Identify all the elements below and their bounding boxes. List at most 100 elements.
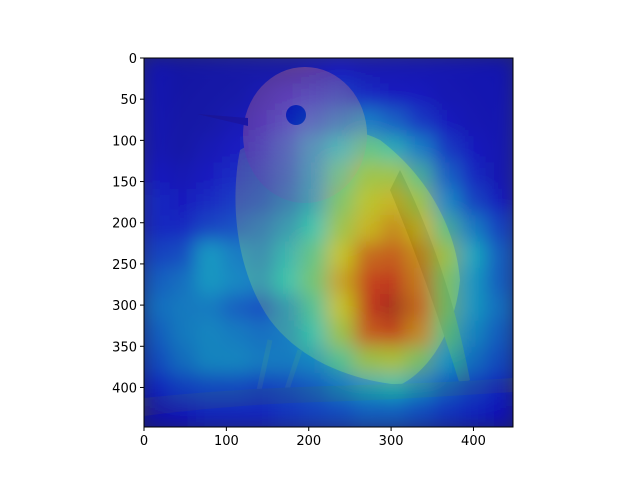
heatmap-cell bbox=[432, 109, 462, 139]
heatmap-cell bbox=[222, 320, 251, 349]
heatmap-overlay bbox=[144, 58, 513, 427]
heatmap-cell bbox=[248, 83, 277, 112]
heatmap-cell bbox=[195, 294, 225, 323]
heatmap-cell bbox=[459, 294, 488, 323]
heatmap-cell bbox=[248, 346, 277, 376]
heatmap-cell bbox=[222, 58, 251, 86]
heatmap-cell bbox=[144, 136, 172, 165]
heatmap-cell bbox=[432, 215, 462, 244]
heatmap-cell bbox=[195, 58, 225, 86]
heatmap-cell bbox=[169, 162, 198, 191]
heatmap-cell bbox=[327, 83, 356, 112]
heatmap-cell bbox=[485, 267, 513, 297]
heatmap-cell bbox=[353, 162, 383, 191]
heatmap-cell bbox=[144, 162, 172, 191]
heatmap-cell bbox=[169, 58, 198, 86]
heatmap-cell bbox=[169, 83, 198, 112]
heatmap-cell bbox=[353, 241, 383, 270]
y-tick-label: 100 bbox=[112, 134, 137, 149]
heatmap-cell bbox=[485, 241, 513, 270]
heatmap-cell bbox=[406, 83, 435, 112]
heatmap-cell bbox=[301, 58, 330, 86]
heatmap-cell bbox=[301, 241, 330, 270]
heatmap-cell bbox=[327, 373, 356, 402]
heatmap-cell bbox=[222, 267, 251, 297]
heatmap-cell bbox=[248, 267, 277, 297]
heatmap-cell bbox=[222, 346, 251, 376]
heatmap-cell bbox=[327, 320, 356, 349]
heatmap-cell bbox=[274, 267, 304, 297]
y-tick-label: 350 bbox=[112, 340, 137, 355]
heatmap-cell bbox=[485, 109, 513, 139]
heatmap-cell bbox=[144, 267, 172, 297]
heatmap-cell bbox=[353, 399, 383, 427]
heatmap-cell bbox=[195, 267, 225, 297]
heatmap-cell bbox=[432, 294, 462, 323]
heatmap-cell bbox=[222, 188, 251, 218]
heatmap-cell bbox=[144, 215, 172, 244]
heatmap-cell bbox=[169, 136, 198, 165]
heatmap-cell bbox=[459, 188, 488, 218]
heatmap-cell bbox=[248, 373, 277, 402]
heatmap-cell bbox=[169, 241, 198, 270]
heatmap-cell bbox=[222, 83, 251, 112]
heatmap-cell bbox=[432, 136, 462, 165]
heatmap-cell bbox=[144, 399, 172, 427]
heatmap-cell bbox=[301, 373, 330, 402]
heatmap-cell bbox=[195, 373, 225, 402]
heatmap-cell bbox=[459, 109, 488, 139]
heatmap-cell bbox=[248, 294, 277, 323]
heatmap-cell bbox=[195, 162, 225, 191]
heatmap-cell bbox=[248, 399, 277, 427]
heatmap-cell bbox=[169, 267, 198, 297]
heatmap-cell bbox=[248, 109, 277, 139]
heatmap-cell bbox=[169, 109, 198, 139]
heatmap-cell bbox=[485, 373, 513, 402]
heatmap-cell bbox=[459, 373, 488, 402]
heatmap-cell bbox=[274, 346, 304, 376]
heatmap-cell bbox=[274, 162, 304, 191]
heatmap-cell bbox=[144, 109, 172, 139]
heatmap-cell bbox=[406, 215, 435, 244]
x-axis: 0 100 200 300 400 bbox=[140, 427, 486, 449]
heatmap-cell bbox=[353, 320, 383, 349]
heatmap-cell bbox=[380, 241, 409, 270]
y-tick-label: 150 bbox=[112, 176, 137, 191]
heatmap-cell bbox=[222, 241, 251, 270]
heatmap-cell bbox=[432, 346, 462, 376]
heatmap-cell bbox=[406, 320, 435, 349]
heatmap-cell bbox=[222, 162, 251, 191]
heatmap-cell bbox=[406, 346, 435, 376]
heatmap-cell bbox=[327, 346, 356, 376]
heatmap-cell bbox=[144, 188, 172, 218]
heatmap-cell bbox=[459, 215, 488, 244]
heatmap-cell bbox=[380, 58, 409, 86]
heatmap-cell bbox=[406, 109, 435, 139]
heatmap-cell bbox=[222, 215, 251, 244]
heatmap-cell bbox=[406, 373, 435, 402]
heatmap-cell bbox=[144, 58, 172, 86]
heatmap-cell bbox=[353, 83, 383, 112]
heatmap-cell bbox=[169, 215, 198, 244]
heatmap-cell bbox=[327, 215, 356, 244]
heatmap-cell bbox=[274, 136, 304, 165]
heatmap-cell bbox=[432, 320, 462, 349]
heatmap-cell bbox=[195, 241, 225, 270]
heatmap-cell bbox=[195, 136, 225, 165]
heatmap-cell bbox=[274, 215, 304, 244]
y-tick-label: 300 bbox=[112, 299, 137, 314]
heatmap-cell bbox=[274, 83, 304, 112]
heatmap-cell bbox=[169, 320, 198, 349]
heatmap-cell bbox=[222, 399, 251, 427]
heatmap-cell bbox=[144, 373, 172, 402]
heatmap-cell bbox=[485, 83, 513, 112]
heatmap-cell bbox=[327, 58, 356, 86]
heatmap-cell bbox=[248, 162, 277, 191]
heatmap-cell bbox=[380, 188, 409, 218]
heatmap-cell bbox=[195, 346, 225, 376]
x-tick-label: 100 bbox=[214, 434, 239, 449]
heatmap-cell bbox=[406, 267, 435, 297]
heatmap-cell bbox=[406, 188, 435, 218]
y-tick-label: 200 bbox=[112, 217, 137, 232]
heatmap-cell bbox=[485, 188, 513, 218]
